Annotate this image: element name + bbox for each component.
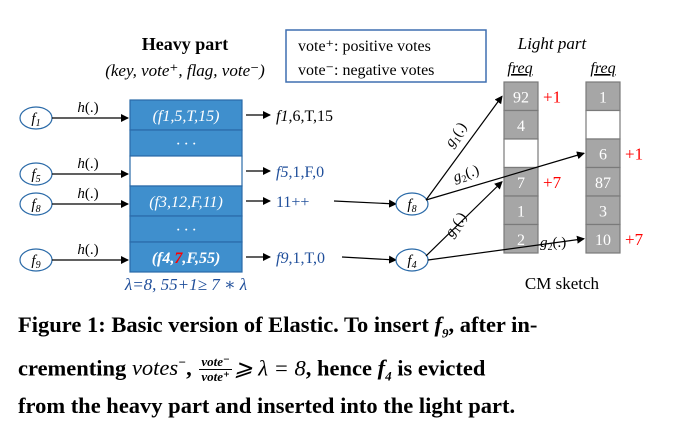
- sketch-col2-cell: [585, 109, 621, 140]
- sketch-col2-value: 87: [595, 175, 611, 192]
- sketch-col2-value: 6: [599, 146, 607, 163]
- hash-h-label: h(.): [77, 186, 98, 202]
- eviction-condition: λ=8, 55+1≥ 7 ∗ λ: [124, 275, 247, 294]
- figure-caption: Figure 1: Basic version of Elastic. To i…: [18, 310, 666, 420]
- heavy-bucket-entry: · · ·: [176, 222, 196, 239]
- caption-part1: Figure 1: Basic version of Elastic. To i…: [18, 312, 435, 337]
- sketch-col1-cell: [503, 109, 539, 140]
- flow-f5-label: f5: [31, 167, 40, 185]
- sketch-col1-cell: [503, 81, 539, 112]
- caption-part3: crementing: [18, 355, 132, 380]
- heavy-tuple-format: (key, vote⁺, flag, vote⁻): [105, 61, 265, 80]
- freq-label-col1: freq: [507, 60, 532, 77]
- sketch-col1-value: 2: [517, 232, 525, 249]
- heavy-bucket-entry: (f4,7,F,55): [152, 250, 221, 267]
- heavy-bucket-entry: (f3,12,F,11): [149, 194, 223, 211]
- sketch-col2-value: 1: [599, 89, 607, 106]
- legend-negative: vote⁻: negative votes: [298, 62, 434, 79]
- light-node-f8: [395, 192, 429, 216]
- sketch-col1-increment: +7: [543, 173, 562, 192]
- light-node-f4-label: f4: [407, 253, 416, 271]
- hash-h-label: h(.): [77, 100, 98, 116]
- f4-g2-arrow: [427, 235, 585, 261]
- caption-line3: from the heavy part and inserted into th…: [18, 392, 516, 418]
- sketch-col2-increment: +7: [625, 230, 644, 249]
- sketch-col1-cell: [503, 195, 539, 226]
- caption-inequality: ⩾ λ = 8: [233, 355, 306, 380]
- heavy-bucket-row: [129, 155, 243, 187]
- sketch-col1-value: 4: [517, 118, 525, 135]
- sketch-col2-value: 10: [595, 232, 611, 249]
- f8-g1-arrow: [425, 95, 503, 201]
- elastic-diagram: Heavy part (key, vote⁺, flag, vote⁻) vot…: [19, 29, 644, 294]
- heavy-output-text: 11++: [276, 194, 309, 211]
- heavy-bucket-entry: (f1,5,T,15): [153, 108, 220, 125]
- g2-label-bottom: g2(.): [540, 235, 566, 253]
- sketch-col2-increment: +1: [625, 144, 643, 163]
- caption-votes-minus: votes−: [131, 354, 187, 381]
- f4-g1-arrow: [425, 181, 503, 257]
- heavy-bucket-row: [129, 215, 243, 243]
- sketch-col1-increment: +1: [543, 87, 561, 106]
- sketch-col2-cell: [585, 223, 621, 254]
- caption-fraction: vote⁻ vote⁺: [199, 354, 232, 385]
- legend-box: [285, 29, 487, 83]
- sketch-col1-cell: [503, 223, 539, 254]
- g2-label-top: g2(.): [451, 162, 482, 187]
- heavy-output-text: f5,1,F,0: [276, 164, 324, 181]
- caption-f9: f9: [434, 312, 449, 341]
- flow-f9-label: f9: [31, 253, 40, 271]
- sketch-col1-cell: [503, 138, 539, 169]
- flow-f1-label: f1: [31, 111, 40, 129]
- freq-label-col2: freq: [590, 60, 615, 77]
- hash-h-label: h(.): [77, 156, 98, 172]
- heavy-bucket-row: [129, 185, 243, 217]
- heavy-bucket-row: [129, 99, 243, 131]
- cm-sketch: 92 +1 4 7 +7 1 2 1 6 +1 87 3 10 +7: [503, 81, 644, 254]
- caption-part2: , after in-: [448, 312, 538, 337]
- caption-part6: is evicted: [391, 355, 486, 380]
- light-node-f8-label: f8: [407, 197, 416, 215]
- cm-sketch-label: CM sketch: [525, 274, 600, 293]
- heavy-bucket-table: (f1,5,T,15) f1 h(.) f1,6,T,15 · · · f5 h(.) f5,…: [19, 99, 333, 273]
- sketch-col1-value: 92: [513, 89, 529, 106]
- f8-g2-arrow: [425, 151, 585, 201]
- hash-h-label: h(.): [77, 242, 98, 258]
- caption-part4: ,: [186, 355, 198, 380]
- to-f8-arrow: [333, 199, 397, 208]
- to-f4-arrow: [341, 255, 397, 264]
- caption-part5: , hence: [305, 355, 378, 380]
- sketch-col2-cell: [585, 138, 621, 169]
- heavy-output-text: f9,1,T,0: [276, 250, 325, 267]
- light-part-title: Light part: [517, 34, 588, 53]
- caption-f4: f4: [377, 355, 392, 384]
- heavy-output-text: f1,6,T,15: [276, 108, 333, 125]
- sketch-col2-value: 3: [599, 203, 607, 220]
- sketch-col1-value: 7: [517, 175, 525, 192]
- heavy-bucket-row: [129, 129, 243, 157]
- legend-positive: vote⁺: positive votes: [298, 38, 431, 55]
- sketch-col1-value: 1: [517, 203, 525, 220]
- g1-label-top: g1(.): [442, 120, 472, 152]
- heavy-bucket-entry: · · ·: [176, 136, 196, 153]
- flow-f8-label: f8: [31, 197, 40, 215]
- heavy-part-title: Heavy part: [142, 34, 228, 54]
- heavy-bucket-row: [129, 241, 243, 273]
